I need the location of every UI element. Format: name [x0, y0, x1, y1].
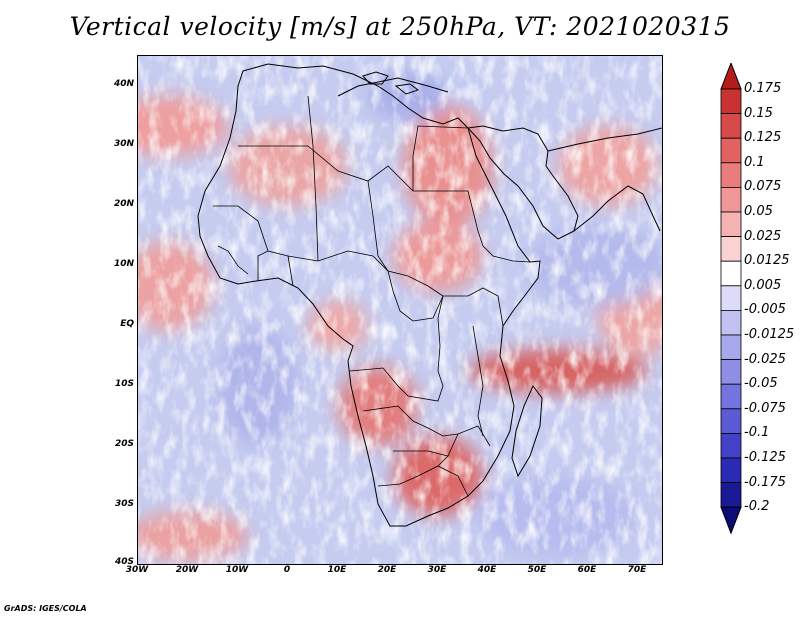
colorbar-segment: [720, 236, 742, 262]
lat-tick-label: 20N: [113, 199, 134, 209]
colorbar-label: -0.2: [744, 499, 770, 515]
country-borders: [213, 95, 531, 497]
lon-tick-label: 30W: [125, 565, 149, 575]
lon-tick-label: 70E: [627, 565, 647, 575]
lat-tick-label: 30S: [114, 499, 134, 509]
colorbar: [720, 63, 742, 535]
colorbar-segment: [720, 260, 742, 287]
colorbar-label: -0.005: [744, 302, 786, 318]
colorbar-segment: [720, 187, 742, 213]
colorbar-label: -0.025: [744, 351, 786, 367]
colorbar-label: 0.05: [744, 204, 773, 219]
colorbar-label: 0.15: [744, 105, 773, 121]
colorbar-label: -0.175: [744, 474, 786, 490]
colorbar-label: 0.005: [744, 277, 782, 293]
lon-tick-label: 10W: [225, 565, 249, 575]
colorbar-segment: [720, 457, 742, 484]
lon-tick-label: 40E: [477, 565, 497, 575]
lat-tick-label: 10S: [114, 379, 134, 389]
colorbar-segment: [720, 211, 742, 238]
map-field: [138, 56, 662, 564]
lon-tick-label: 60E: [577, 565, 597, 575]
lat-tick-label: 40S: [114, 557, 134, 567]
colorbar-label: -0.075: [744, 400, 786, 416]
lon-tick-label: 30E: [427, 565, 447, 575]
lon-tick-label: 50E: [527, 565, 547, 575]
colorbar-label: -0.125: [744, 450, 786, 465]
colorbar-label: 0.0125: [744, 253, 790, 269]
colorbar-label: 0.1: [744, 154, 765, 170]
lon-tick-label: 20W: [175, 565, 199, 575]
map-panel: [137, 55, 663, 565]
colorbar-segment: [720, 359, 742, 385]
lat-tick-label: 30N: [113, 139, 134, 149]
colorbar-segment: [720, 137, 742, 164]
colorbar-segment: [720, 88, 742, 115]
colorbar-label: -0.05: [744, 376, 778, 392]
lon-tick-label: 10E: [327, 565, 347, 575]
lat-tick-label: EQ: [120, 319, 134, 329]
lon-tick-label: 0: [283, 565, 291, 575]
colorbar-label: 0.025: [744, 228, 782, 244]
colorbar-label: -0.1: [744, 425, 770, 441]
chart-title: Vertical velocity [m/s] at 250hPa, VT: 2…: [69, 12, 731, 41]
colorbar-segment: [720, 113, 742, 139]
lon-tick-label: 20E: [377, 565, 397, 575]
colorbar-bottom-arrow: [720, 506, 742, 535]
colorbar-top-arrow: [720, 63, 742, 90]
colorbar-segment: [720, 285, 742, 311]
colorbar-label: -0.0125: [744, 327, 795, 342]
colorbar-segment: [720, 383, 742, 410]
colorbar-segment: [720, 309, 742, 336]
colorbar-label: 0.075: [744, 179, 782, 195]
colorbar-label: 0.125: [744, 130, 782, 146]
colorbar-label: 0.175: [744, 81, 782, 96]
colorbar-segment: [720, 432, 742, 459]
colorbar-segment: [720, 162, 742, 188]
lat-tick-label: 40N: [113, 79, 134, 89]
lat-tick-label: 20S: [114, 439, 134, 449]
colorbar-segment: [720, 334, 742, 361]
colorbar-segment: [720, 482, 742, 508]
colorbar-segment: [720, 408, 742, 434]
lat-tick-label: 10N: [113, 259, 134, 269]
grads-credit: GrADS: IGES/COLA: [4, 604, 87, 613]
